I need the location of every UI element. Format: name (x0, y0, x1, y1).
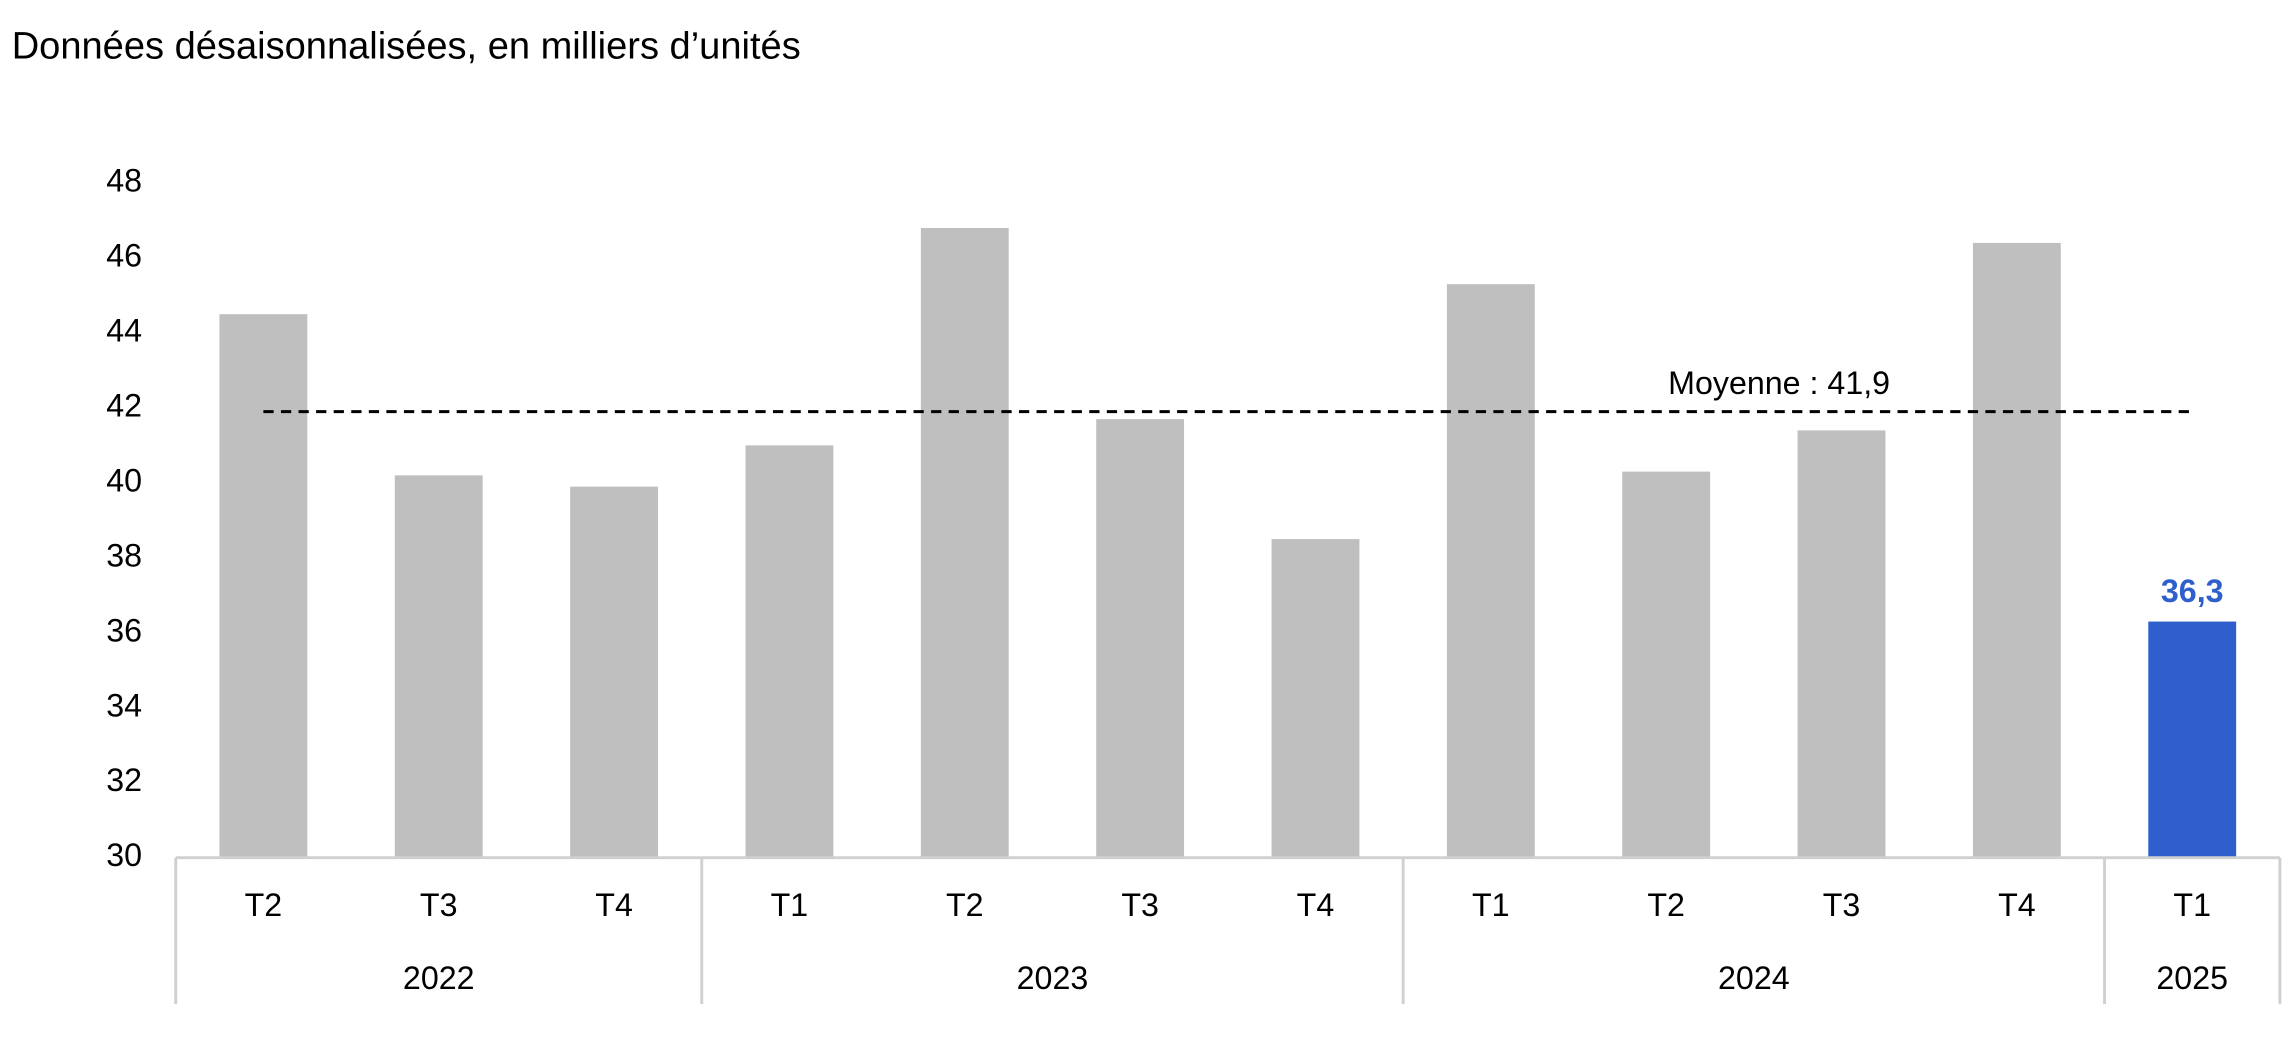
x-tick-label: T3 (1121, 887, 1159, 923)
bar (745, 445, 834, 858)
bar (1622, 471, 1711, 858)
x-tick-label: T1 (1472, 887, 1510, 923)
bar (1446, 284, 1535, 858)
x-tick-label: T2 (946, 887, 984, 923)
group-label: 2025 (2156, 960, 2228, 996)
bar (1797, 430, 1886, 858)
bar (219, 314, 308, 858)
reference-label: Moyenne : 41,9 (1668, 365, 1890, 401)
x-tick-label: T4 (595, 887, 633, 923)
y-tick-label: 34 (106, 687, 142, 723)
x-tick-label: T1 (2173, 887, 2211, 923)
bar (1271, 539, 1360, 858)
x-tick-label: T4 (1297, 887, 1335, 923)
y-tick-label: 48 (106, 162, 142, 198)
bar (920, 227, 1009, 858)
group-label: 2024 (1718, 960, 1790, 996)
chart-title: Données désaisonnalisées, en milliers d’… (12, 25, 801, 67)
bar (1972, 242, 2061, 858)
x-tick-label: T3 (420, 887, 458, 923)
y-tick-label: 32 (106, 762, 142, 798)
x-tick-label: T3 (1823, 887, 1861, 923)
y-tick-label: 30 (106, 837, 142, 873)
y-tick-label: 46 (106, 237, 142, 273)
y-tick-label: 44 (106, 312, 142, 348)
y-tick-label: 36 (106, 612, 142, 648)
value-label: 36,3 (2161, 573, 2224, 609)
y-tick-label: 38 (106, 537, 142, 573)
group-label: 2023 (1017, 960, 1089, 996)
y-tick-label: 42 (106, 387, 142, 423)
bar (570, 486, 659, 858)
bar (1096, 419, 1185, 858)
bar (2148, 621, 2237, 858)
y-tick-label: 40 (106, 462, 142, 498)
x-tick-label: T2 (1647, 887, 1685, 923)
x-tick-label: T4 (1998, 887, 2036, 923)
group-label: 2022 (403, 960, 475, 996)
x-tick-label: T2 (245, 887, 283, 923)
bar (394, 475, 483, 858)
x-tick-label: T1 (771, 887, 809, 923)
